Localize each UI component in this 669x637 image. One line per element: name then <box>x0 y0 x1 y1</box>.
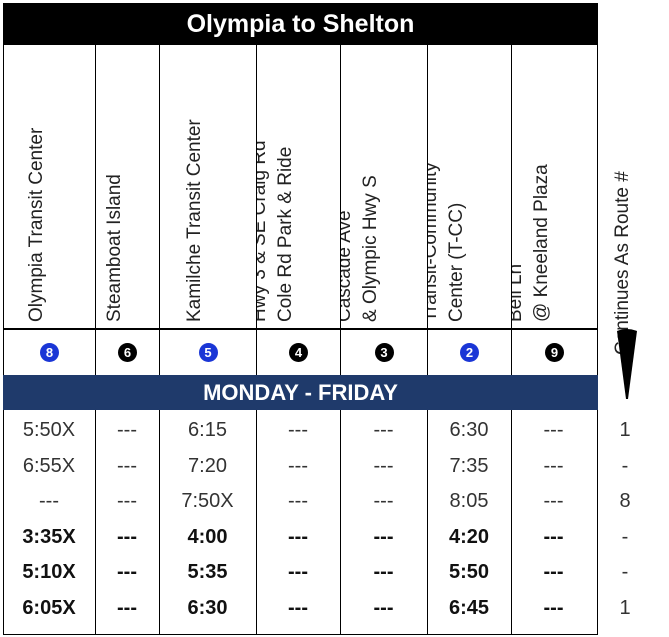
time-cell: --- <box>117 419 137 441</box>
continues-route-cell: 1 <box>619 596 631 619</box>
time-cell: 3:35X <box>22 525 76 548</box>
column-olympia-transit-center: Olympia Transit Center 8 <box>4 45 96 634</box>
time-cell: 5:35 <box>187 561 228 583</box>
column-header: Bell Ln @ Kneeland Plaza <box>512 164 552 322</box>
time-cell: 6:45 <box>448 596 490 619</box>
time-cell: --- <box>117 596 137 619</box>
continues-header: Continues As Route # <box>612 171 633 355</box>
continues-route-cell: - <box>621 525 629 548</box>
column-header: Olympia Transit Center <box>25 127 47 322</box>
time-cell: 6:55X <box>22 454 76 477</box>
continues-route-cell: - <box>621 561 629 583</box>
column-header: Kamilche Transit Center <box>184 119 205 322</box>
day-band: MONDAY - FRIDAY <box>3 375 598 410</box>
time-cell: --- <box>288 561 308 583</box>
time-cell: 5:10X <box>22 561 76 583</box>
time-cell: 6:05X <box>22 596 76 619</box>
time-cell: 5:50 <box>448 561 490 583</box>
time-cell: 6:30 <box>187 596 228 619</box>
continues-route-cell: - <box>621 454 629 477</box>
time-cell: 7:20 <box>188 454 227 477</box>
stop-number-badge: 8 <box>40 342 59 362</box>
column-header: Transit-Community Center (T-CC) <box>428 162 467 322</box>
time-cell: --- <box>543 596 564 619</box>
time-cell: --- <box>373 490 394 512</box>
time-cell: --- <box>39 490 59 512</box>
stop-number-badge: 2 <box>460 342 479 362</box>
continues-column: Continues As Route # <box>600 45 669 635</box>
time-cell: --- <box>543 490 564 512</box>
time-cell: --- <box>543 525 564 548</box>
time-cell: 5:50X <box>22 419 76 441</box>
continues-route-cell: 8 <box>619 490 631 512</box>
time-cell: --- <box>373 561 394 583</box>
column-bell-ln: Bell Ln @ Kneeland Plaza 9 <box>512 45 597 634</box>
continues-route-cell: 1 <box>619 419 631 441</box>
column-kamilche-transit-center: Kamilche Transit Center 5 <box>160 45 257 634</box>
time-cell: 8:05 <box>449 490 489 512</box>
timetable-grid: Olympia Transit Center 8 Steamboat Islan… <box>3 45 598 635</box>
stop-number-badge: 5 <box>198 342 218 362</box>
time-cell: --- <box>543 561 564 583</box>
time-cell: --- <box>288 596 308 619</box>
time-cell: 7:35 <box>449 454 489 477</box>
arrow-marker-icon <box>617 329 637 399</box>
time-cell: --- <box>373 419 394 441</box>
time-cell: 6:15 <box>188 419 227 441</box>
header-divider <box>4 328 597 330</box>
stop-number-badge: 6 <box>118 342 137 362</box>
time-cell: --- <box>288 454 308 477</box>
stop-number-badge: 9 <box>545 342 564 362</box>
column-header: Steamboat Island <box>103 174 125 322</box>
time-cell: --- <box>117 490 137 512</box>
time-cell: --- <box>288 490 308 512</box>
stop-number-badge: 3 <box>374 342 394 362</box>
time-cell: --- <box>288 525 308 548</box>
time-cell: --- <box>373 454 394 477</box>
column-cascade-ave: Cascade Ave & Olympic Hwy S 3 <box>341 45 428 634</box>
time-cell: 6:30 <box>449 419 489 441</box>
time-cell: --- <box>373 596 394 619</box>
time-cell: --- <box>288 419 308 441</box>
time-cell: 4:20 <box>448 525 490 548</box>
schedule-title: Olympia to Shelton <box>3 3 598 45</box>
time-cell: --- <box>117 454 137 477</box>
time-cell: 7:50X <box>181 490 234 512</box>
column-steamboat-island: Steamboat Island 6 <box>96 45 160 634</box>
time-cell: --- <box>543 454 564 477</box>
column-transit-community-center: Transit-Community Center (T-CC) 2 <box>428 45 512 634</box>
column-header: Cascade Ave & Olympic Hwy S <box>341 175 381 322</box>
stop-number-badge: 4 <box>289 342 308 362</box>
time-cell: --- <box>543 419 564 441</box>
time-cell: --- <box>117 561 137 583</box>
time-cell: --- <box>373 525 394 548</box>
time-cell: 4:00 <box>187 525 228 548</box>
time-cell: --- <box>117 525 137 548</box>
